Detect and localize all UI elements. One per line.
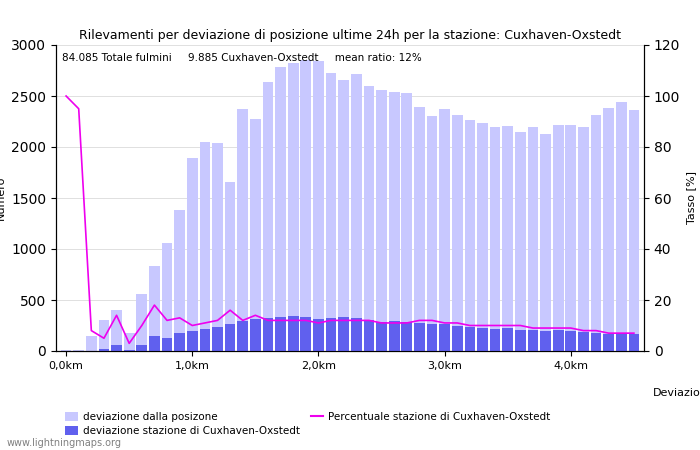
Bar (250, 119, 260, 351)
Bar (477, 122, 488, 351)
Bar (566, 331, 576, 351)
Bar (515, 329, 526, 351)
Bar (225, 324, 235, 351)
Bar (540, 134, 551, 351)
Bar (616, 102, 626, 351)
Bar (440, 109, 450, 351)
Bar (629, 334, 639, 351)
Bar (566, 125, 576, 351)
Bar (338, 80, 349, 351)
Text: www.lightningmaps.org: www.lightningmaps.org (7, 438, 122, 448)
Bar (629, 110, 639, 351)
Bar (465, 121, 475, 351)
Bar (401, 93, 412, 351)
Bar (174, 210, 185, 351)
Bar (553, 330, 564, 351)
Bar (313, 319, 324, 351)
Bar (187, 331, 197, 351)
Bar (288, 316, 299, 351)
Bar (528, 126, 538, 351)
Bar (262, 318, 273, 351)
Bar (300, 60, 312, 351)
Bar (503, 126, 513, 351)
Bar (136, 294, 147, 351)
Bar (225, 182, 235, 351)
Bar (490, 329, 500, 351)
Bar (452, 115, 463, 351)
Bar (528, 330, 538, 351)
Bar (376, 322, 387, 351)
Bar (414, 107, 425, 351)
Bar (490, 126, 500, 351)
Bar (199, 328, 210, 351)
Bar (187, 158, 197, 351)
Bar (465, 327, 475, 351)
Bar (376, 90, 387, 351)
Bar (452, 325, 463, 351)
Bar (74, 350, 84, 351)
Bar (99, 350, 109, 351)
Bar (275, 317, 286, 351)
Bar (363, 86, 374, 351)
Bar (124, 333, 134, 351)
Bar (326, 72, 337, 351)
Bar (237, 321, 248, 351)
Bar (86, 336, 97, 351)
Bar (427, 324, 438, 351)
Bar (553, 125, 564, 351)
Text: 84.085 Totale fulmini     9.885 Cuxhaven-Oxstedt     mean ratio: 12%: 84.085 Totale fulmini 9.885 Cuxhaven-Oxs… (62, 53, 421, 63)
Bar (591, 115, 601, 351)
Bar (212, 143, 223, 351)
Bar (603, 108, 614, 351)
Bar (603, 333, 614, 351)
Bar (578, 126, 589, 351)
Bar (275, 68, 286, 351)
Bar (401, 323, 412, 351)
Bar (136, 346, 147, 351)
Bar (363, 320, 374, 351)
Y-axis label: Numero: Numero (0, 176, 6, 220)
Bar (389, 92, 400, 351)
Bar (515, 132, 526, 351)
Bar (174, 333, 185, 351)
Bar (540, 331, 551, 351)
Bar (300, 317, 312, 351)
Bar (351, 318, 362, 351)
Title: Rilevamenti per deviazione di posizione ultime 24h per la stazione: Cuxhaven-Oxs: Rilevamenti per deviazione di posizione … (79, 29, 621, 42)
Bar (199, 142, 210, 351)
Bar (338, 317, 349, 351)
Text: Deviazioni: Deviazioni (653, 388, 700, 398)
Bar (162, 243, 172, 351)
Bar (111, 310, 122, 351)
Bar (326, 318, 337, 351)
Bar (288, 63, 299, 351)
Bar (237, 109, 248, 351)
Bar (591, 333, 601, 351)
Bar (440, 324, 450, 351)
Bar (262, 82, 273, 351)
Bar (616, 333, 626, 351)
Bar (149, 336, 160, 351)
Bar (149, 266, 160, 351)
Bar (414, 323, 425, 351)
Bar (351, 73, 362, 351)
Bar (427, 117, 438, 351)
Bar (111, 346, 122, 351)
Bar (503, 328, 513, 351)
Y-axis label: Tasso [%]: Tasso [%] (686, 171, 696, 225)
Bar (212, 327, 223, 351)
Bar (162, 338, 172, 351)
Bar (313, 61, 324, 351)
Bar (389, 321, 400, 351)
Bar (99, 320, 109, 351)
Bar (250, 320, 260, 351)
Bar (477, 328, 488, 351)
Legend: deviazione dalla posizone, deviazione stazione di Cuxhaven-Oxstedt, Percentuale : deviazione dalla posizone, deviazione st… (61, 407, 554, 440)
Bar (578, 332, 589, 351)
